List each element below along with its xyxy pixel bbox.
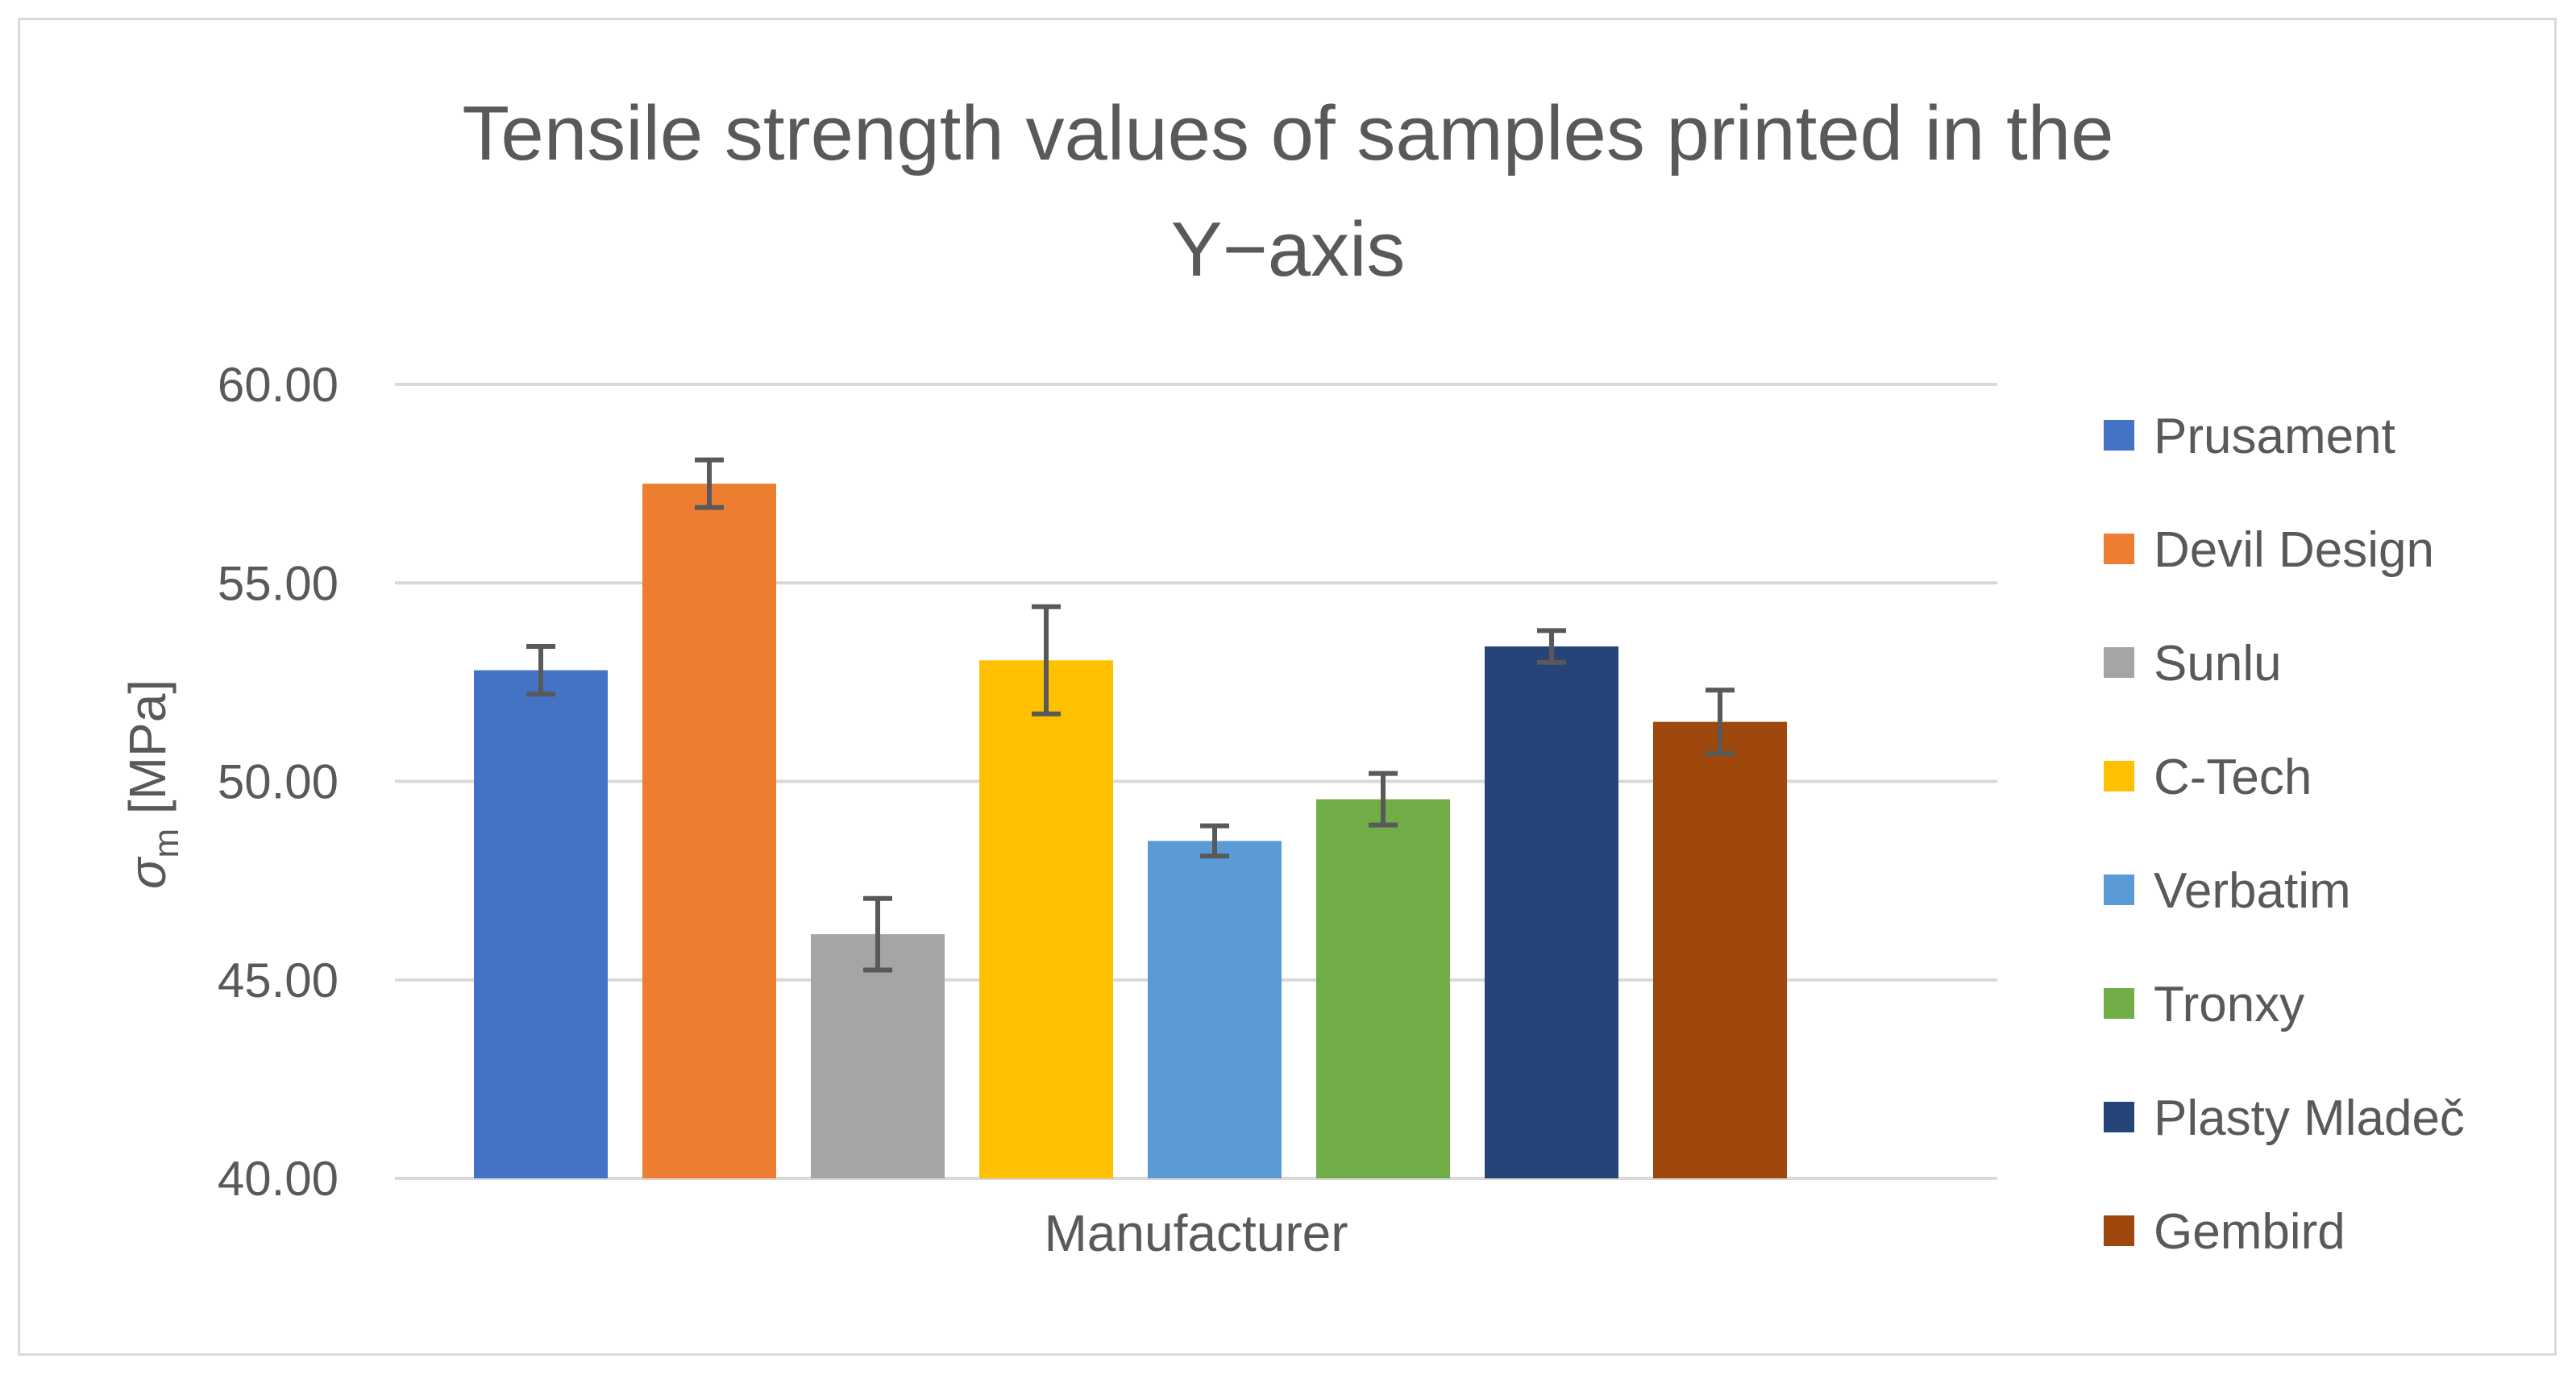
y-tick-label: 40.00 (218, 1152, 339, 1206)
legend-item: C-Tech (2104, 750, 2312, 805)
legend-label: Prusament (2154, 409, 2395, 464)
legend-swatch (2104, 1215, 2134, 1246)
error-bar (1200, 823, 1229, 859)
chart-title-line-2: Y−axis (1170, 206, 1406, 293)
legend-swatch (2104, 647, 2134, 678)
legend-item: Devil Design (2104, 522, 2434, 578)
legend-item: Sunlu (2104, 636, 2282, 692)
legend-label: Tronxy (2154, 977, 2304, 1032)
error-bar (1369, 771, 1398, 828)
error-bars (526, 457, 1735, 973)
y-axis-title: σm [MPa] (118, 679, 186, 889)
legend-label: Sunlu (2154, 636, 2282, 692)
y-tick-label: 55.00 (218, 556, 339, 610)
legend-label: Devil Design (2154, 522, 2434, 578)
error-bar (526, 644, 555, 697)
chart-title-line-1: Tensile strength values of samples print… (462, 90, 2114, 177)
legend-item: Gembird (2104, 1204, 2345, 1260)
bar (642, 484, 776, 1178)
legend-item: Verbatim (2104, 863, 2351, 919)
y-axis-symbol: σ (118, 856, 177, 889)
y-axis-unit: [MPa] (118, 679, 177, 829)
legend-swatch (2104, 534, 2134, 564)
bar (811, 934, 945, 1178)
bar (979, 660, 1113, 1178)
legend-label: Verbatim (2154, 863, 2351, 919)
y-tick-label: 50.00 (218, 755, 339, 809)
bar (474, 670, 608, 1178)
error-bar (695, 457, 724, 510)
error-bar (1706, 688, 1735, 757)
y-tick-labels: 40.00 45.00 50.00 55.00 60.00 (218, 358, 339, 1206)
legend-swatch (2104, 761, 2134, 791)
legend-label: Plasty Mladeč (2154, 1090, 2465, 1146)
bar (1485, 646, 1618, 1178)
error-bar (863, 895, 892, 973)
error-bar (1537, 628, 1566, 665)
legend-swatch (2104, 1102, 2134, 1132)
y-axis-subscript: m (147, 829, 186, 858)
bar (1653, 721, 1787, 1178)
bars (474, 484, 1787, 1178)
legend-label: Gembird (2154, 1204, 2345, 1260)
legend: Prusament Devil Design Sunlu C-Tech Verbatim… (2104, 409, 2465, 1260)
error-bar (1032, 604, 1061, 717)
x-axis-title: Manufacturer (1044, 1204, 1348, 1262)
chart-frame (18, 18, 2557, 1356)
legend-item: Plasty Mladeč (2104, 1090, 2465, 1146)
legend-swatch (2104, 988, 2134, 1019)
legend-item: Tronxy (2104, 977, 2304, 1032)
y-tick-label: 60.00 (218, 358, 339, 412)
bar (1316, 799, 1450, 1178)
bar (1148, 841, 1282, 1178)
legend-swatch (2104, 874, 2134, 905)
legend-swatch (2104, 420, 2134, 451)
legend-label: C-Tech (2154, 750, 2312, 805)
y-tick-label: 45.00 (218, 953, 339, 1007)
legend-item: Prusament (2104, 409, 2395, 464)
